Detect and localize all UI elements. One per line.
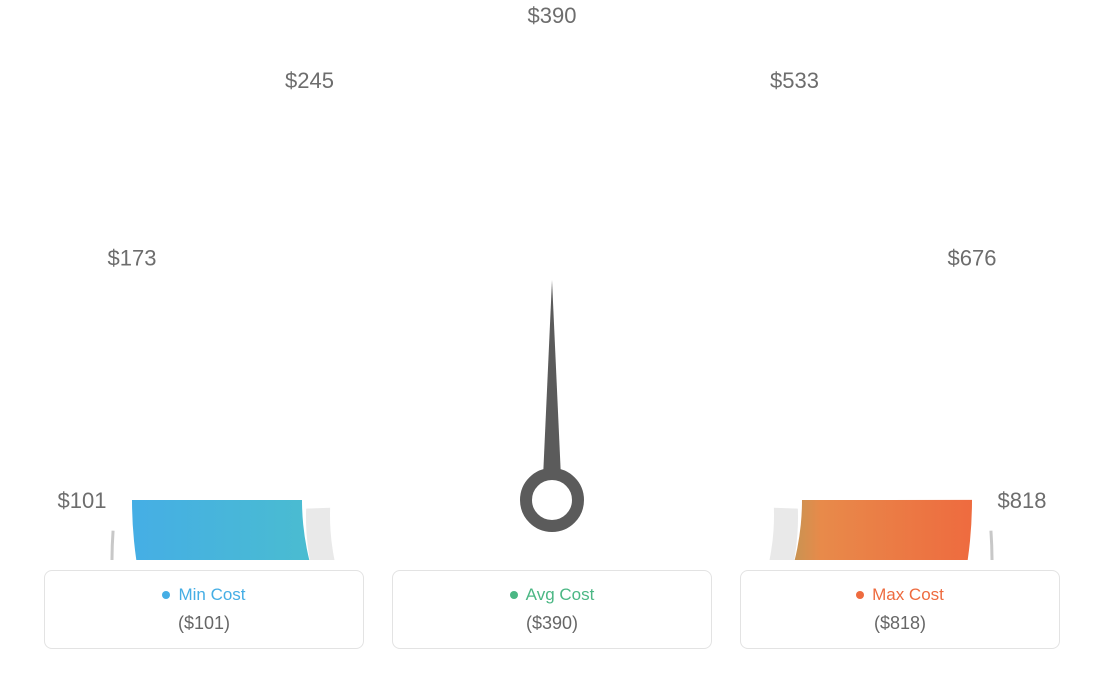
gauge-svg: $101 $173 $245 $390 $533 $676 $818	[0, 0, 1104, 560]
svg-text:$173: $173	[108, 246, 157, 271]
legend-row: Min Cost ($101) Avg Cost ($390) Max Cost…	[0, 570, 1104, 649]
svg-text:$818: $818	[998, 488, 1047, 513]
svg-text:$676: $676	[948, 246, 997, 271]
legend-value-max: ($818)	[753, 613, 1047, 634]
svg-text:$245: $245	[285, 68, 334, 93]
legend-title-max: Max Cost	[856, 585, 944, 605]
legend-value-min: ($101)	[57, 613, 351, 634]
gauge-chart: $101 $173 $245 $390 $533 $676 $818	[0, 0, 1104, 560]
legend-label-max: Max Cost	[872, 585, 944, 605]
legend-card-min: Min Cost ($101)	[44, 570, 364, 649]
legend-value-avg: ($390)	[405, 613, 699, 634]
legend-label-min: Min Cost	[178, 585, 245, 605]
legend-card-avg: Avg Cost ($390)	[392, 570, 712, 649]
legend-card-max: Max Cost ($818)	[740, 570, 1060, 649]
svg-text:$101: $101	[58, 488, 107, 513]
legend-title-min: Min Cost	[162, 585, 245, 605]
legend-dot-icon	[162, 591, 170, 599]
legend-dot-icon	[510, 591, 518, 599]
legend-dot-icon	[856, 591, 864, 599]
svg-text:$533: $533	[770, 68, 819, 93]
svg-text:$390: $390	[528, 3, 577, 28]
legend-title-avg: Avg Cost	[510, 585, 595, 605]
legend-label-avg: Avg Cost	[526, 585, 595, 605]
